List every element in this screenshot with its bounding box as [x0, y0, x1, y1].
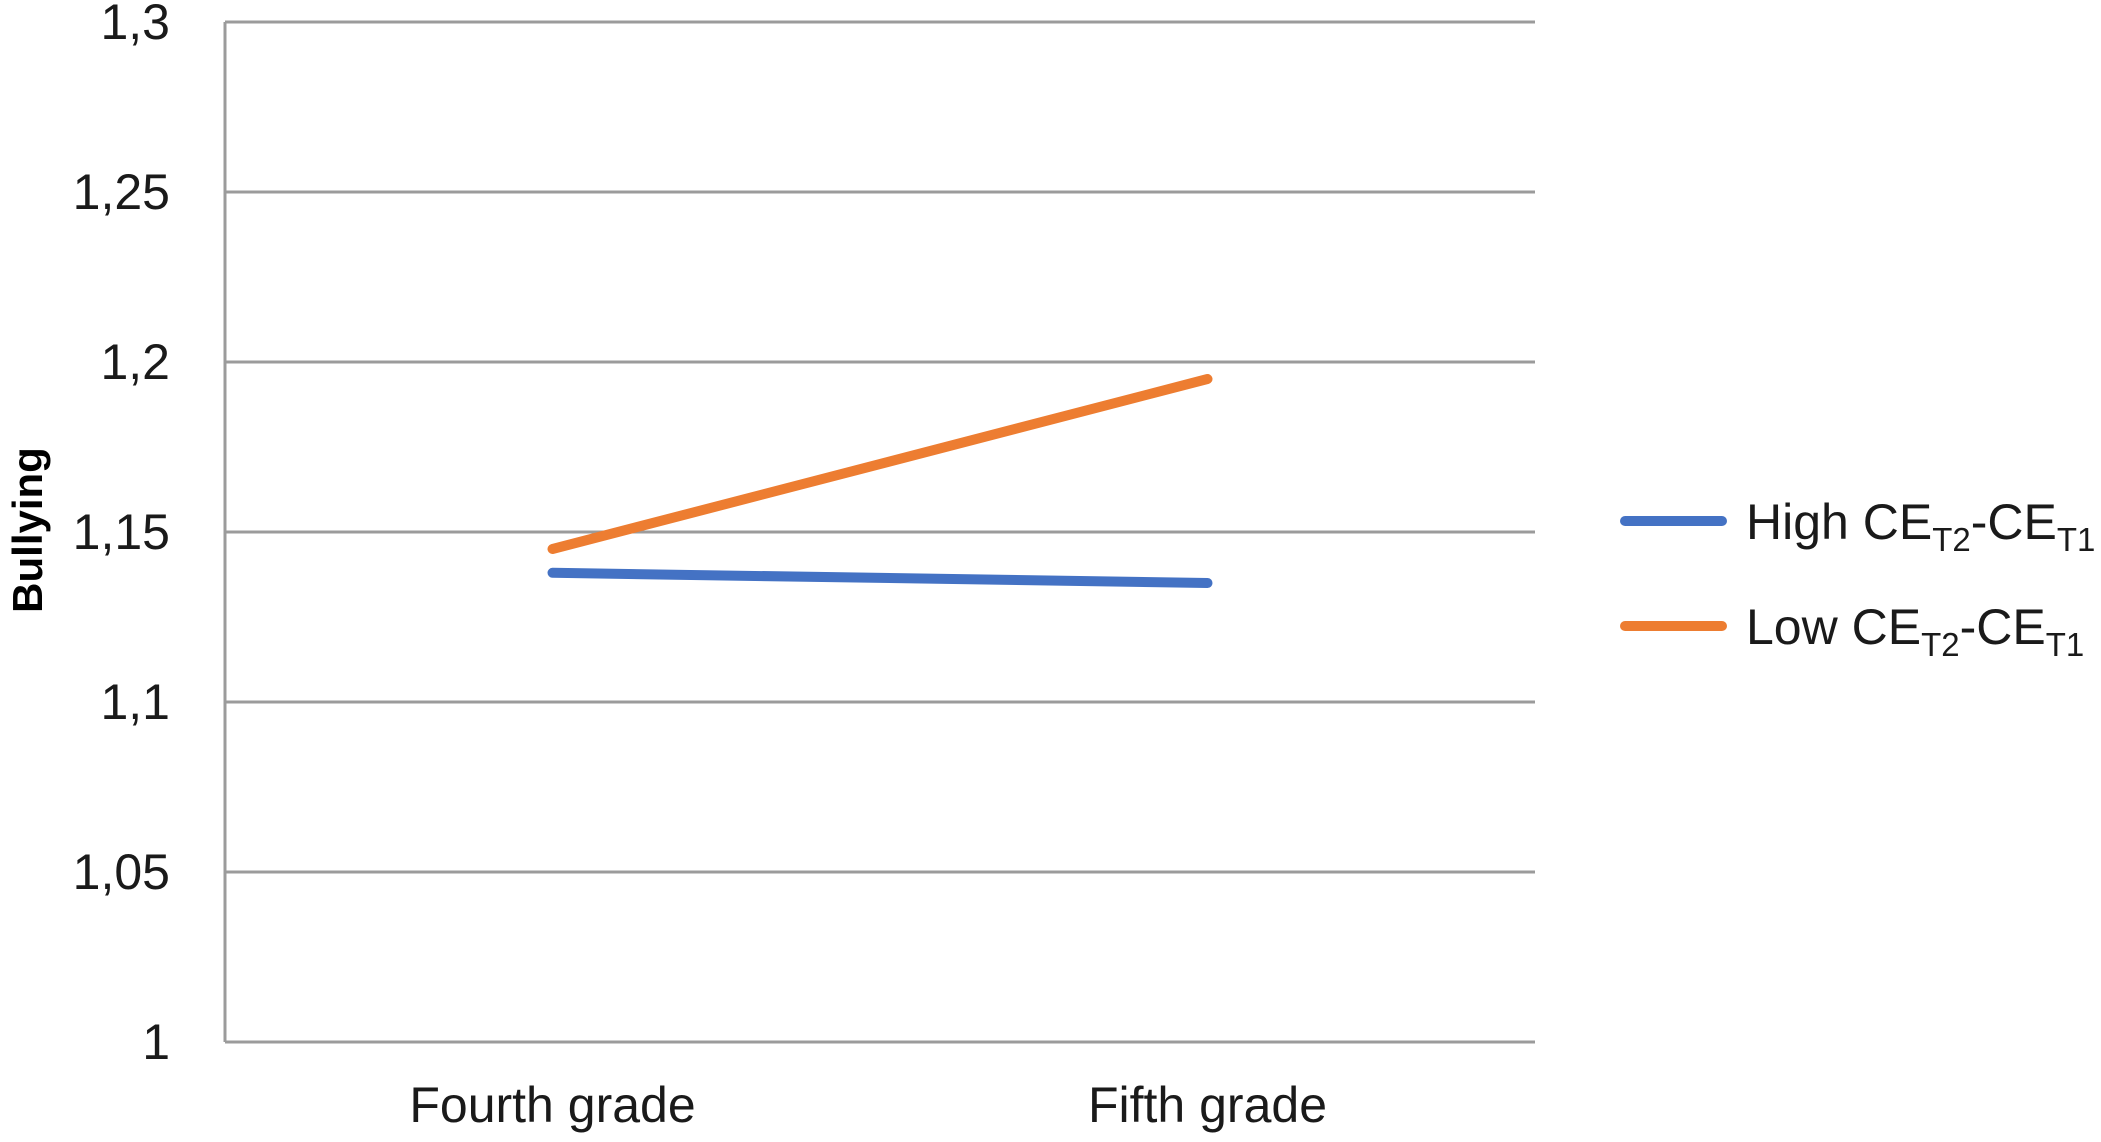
series-line-high [547, 567, 1213, 588]
y-tick-label: 1 [142, 1014, 170, 1070]
series-lines [547, 374, 1213, 588]
legend: High CET2-CET1 Low CET2-CET1 [1620, 494, 2095, 663]
y-axis-title: Bullying [4, 447, 51, 613]
gridlines [223, 20, 1535, 1044]
x-tick-labels: Fourth grade Fifth grade [409, 1077, 1327, 1133]
y-tick-label: 1,25 [73, 164, 170, 220]
legend-label: High CET2-CET1 [1746, 494, 2095, 558]
y-tick-label: 1,1 [100, 674, 170, 730]
series-line-low [547, 374, 1213, 554]
y-tick-label: 1,3 [100, 0, 170, 50]
y-tick-labels: 1 1,05 1,1 1,15 1,2 1,25 1,3 [73, 0, 170, 1070]
y-tick-label: 1,2 [100, 334, 170, 390]
x-tick-label: Fourth grade [409, 1077, 695, 1133]
y-tick-label: 1,15 [73, 504, 170, 560]
legend-label: Low CET2-CET1 [1746, 599, 2084, 663]
x-tick-label: Fifth grade [1088, 1077, 1327, 1133]
y-tick-label: 1,05 [73, 844, 170, 900]
